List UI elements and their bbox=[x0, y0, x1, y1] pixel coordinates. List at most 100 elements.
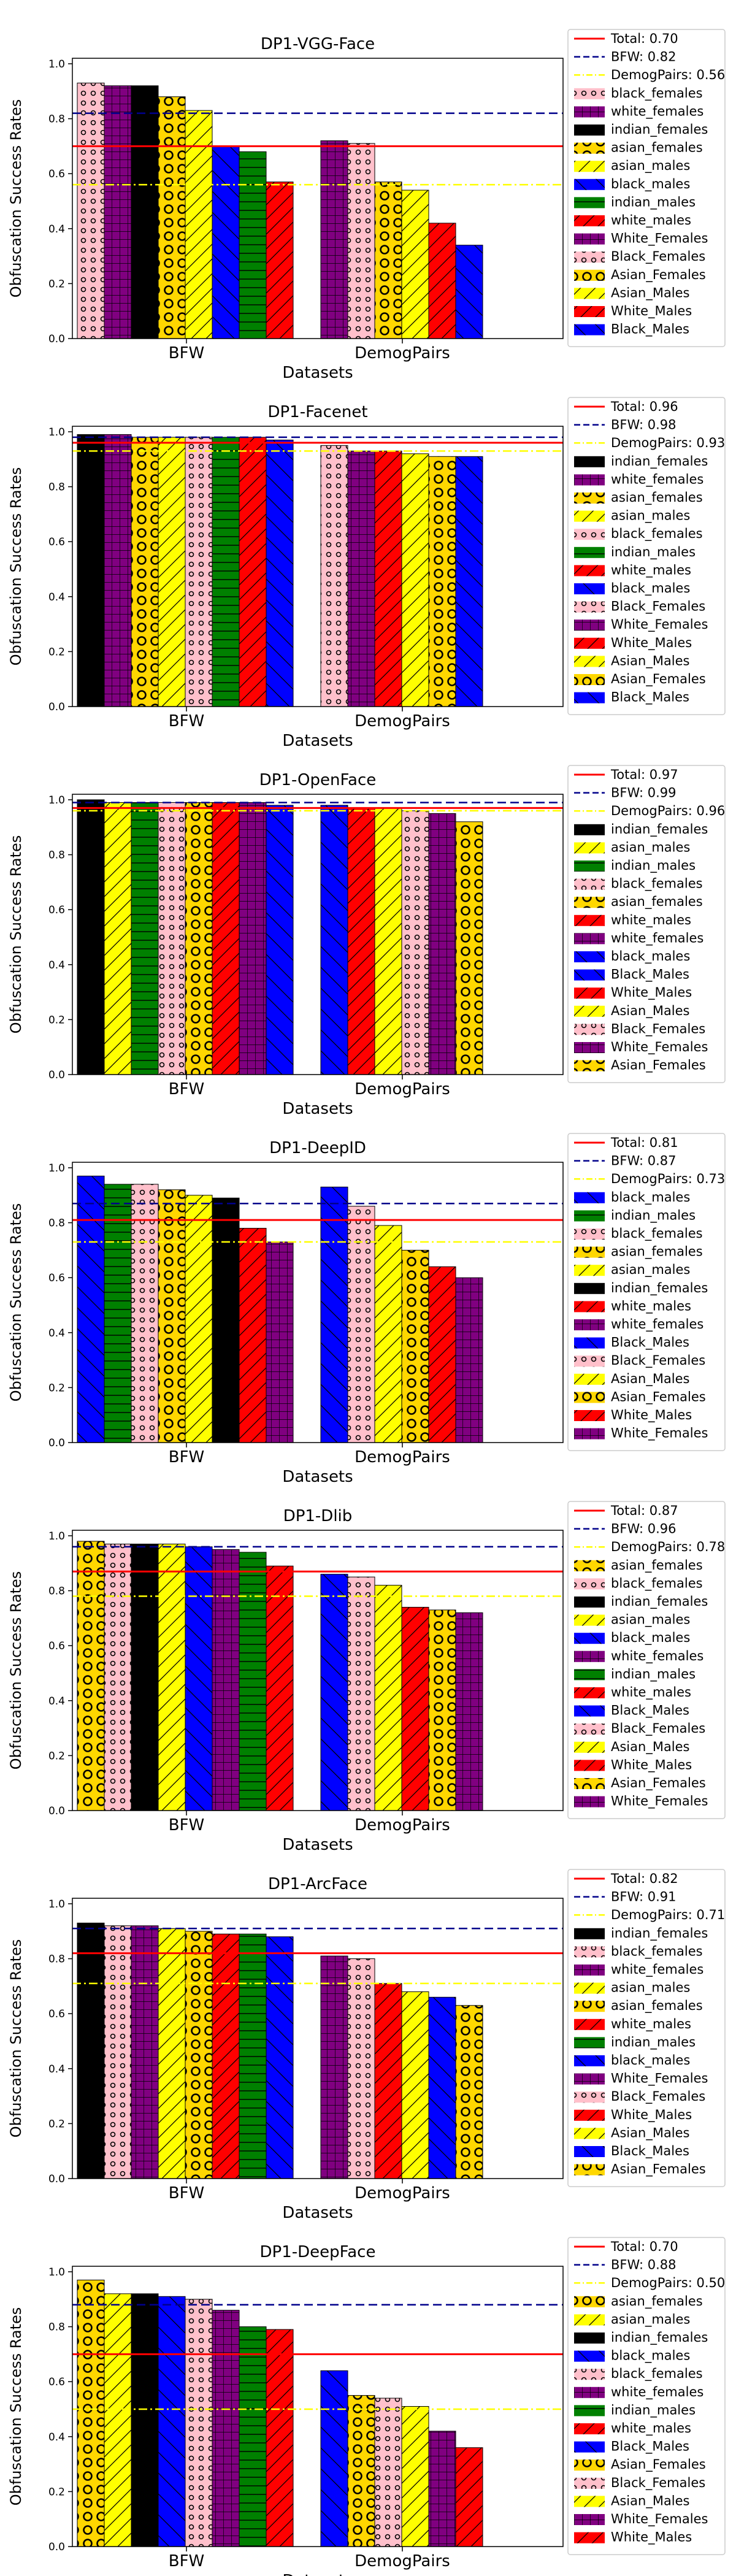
legend-swatch bbox=[574, 125, 605, 136]
y-tick-label: 0.0 bbox=[48, 1805, 65, 1817]
legend-swatch-hatch bbox=[574, 2037, 605, 2049]
legend-swatch-hatch bbox=[574, 546, 605, 558]
legend: Total: 0.81 BFW: 0.87 DemogPairs: 0.73 blac… bbox=[567, 1133, 726, 1451]
bar-hatch bbox=[348, 2395, 375, 2547]
bar-hatch bbox=[239, 802, 266, 1075]
y-tick-label: 0.4 bbox=[48, 1695, 65, 1708]
bar-white-females bbox=[320, 1955, 348, 2179]
legend-label: DemogPairs: 0.50 bbox=[611, 2275, 725, 2290]
legend-label: BFW: 0.96 bbox=[611, 1522, 677, 1536]
y-tick-label: 0.0 bbox=[48, 701, 65, 713]
bar-black-males bbox=[266, 1936, 294, 2179]
bar-black-males bbox=[320, 2370, 348, 2547]
legend: Total: 0.70 BFW: 0.88 DemogPairs: 0.50 asia… bbox=[567, 2237, 726, 2555]
legend: Total: 0.96 BFW: 0.98 DemogPairs: 0.93 indi… bbox=[567, 397, 726, 715]
legend-swatch-hatch bbox=[574, 1760, 605, 1771]
bar-asian-females bbox=[185, 802, 213, 1075]
bar-asian-males bbox=[158, 1543, 186, 1811]
bar-hatch bbox=[77, 1541, 104, 1811]
legend-label: white_females bbox=[611, 1962, 703, 1977]
legend-swatch-hatch bbox=[574, 878, 605, 890]
legend-label: White_Females bbox=[611, 231, 708, 247]
legend-swatch-hatch bbox=[574, 1042, 605, 1053]
bar-hatch bbox=[104, 85, 131, 339]
bar-hatch bbox=[456, 245, 483, 339]
legend-label: White_Females bbox=[611, 617, 708, 632]
y-tick-label: 0.6 bbox=[48, 1272, 65, 1284]
x-axis-label: Datasets bbox=[282, 1100, 353, 1118]
legend-swatch-hatch bbox=[574, 1946, 605, 1958]
legend-swatch-hatch bbox=[574, 583, 605, 594]
legend-swatch-hatch bbox=[574, 1723, 605, 1735]
legend-label: Black_Females bbox=[611, 599, 705, 615]
bar-white-males bbox=[455, 2447, 483, 2547]
legend-swatch-hatch bbox=[574, 1373, 605, 1385]
legend-label: indian_females bbox=[611, 822, 708, 837]
bar-asian-males bbox=[401, 453, 429, 707]
legend-label: asian_males bbox=[611, 2312, 690, 2327]
y-tick-label: 0.0 bbox=[48, 2541, 65, 2553]
bar-hatch bbox=[375, 182, 402, 339]
bar-hatch bbox=[131, 802, 158, 1075]
legend-label: indian_females bbox=[611, 1926, 708, 1941]
bar-white-males bbox=[266, 182, 294, 339]
plot-frame bbox=[72, 794, 564, 1075]
legend-label: black_females bbox=[611, 1944, 703, 1959]
legend-label: indian_females bbox=[611, 1594, 708, 1609]
bar-hatch bbox=[185, 437, 212, 707]
legend-swatch bbox=[574, 1597, 605, 1608]
x-axis-label: Datasets bbox=[282, 1468, 353, 1486]
y-tick-label: 0.4 bbox=[48, 2063, 65, 2076]
y-axis-label: Obfuscation Success Rates bbox=[7, 1571, 25, 1770]
y-tick-label: 1.0 bbox=[48, 1530, 65, 1543]
legend-swatch-hatch bbox=[574, 1428, 605, 1439]
bar-indian-males bbox=[104, 1184, 132, 1443]
y-tick-label: 0.6 bbox=[48, 904, 65, 916]
legend-label: Asian_Males bbox=[611, 1739, 690, 1755]
bar-hatch bbox=[212, 1549, 239, 1811]
bar-hatch bbox=[158, 2296, 185, 2547]
legend-swatch-hatch bbox=[574, 1578, 605, 1590]
bar-white-males bbox=[374, 1983, 402, 2179]
bar-hatch bbox=[348, 1577, 375, 1811]
legend-label: Asian_Males bbox=[611, 1003, 690, 1019]
chart-title: DP1-ArcFace bbox=[268, 1875, 367, 1893]
legend-label: Asian_Females bbox=[611, 1776, 706, 1791]
legend-label: asian_females bbox=[611, 140, 703, 156]
bar-hatch bbox=[348, 1958, 375, 2179]
legend-label: BFW: 0.82 bbox=[611, 50, 677, 64]
legend-label: black_females bbox=[611, 526, 703, 542]
legend-label: BFW: 0.91 bbox=[611, 1890, 677, 1904]
legend-box bbox=[567, 29, 726, 347]
legend-label: asian_males bbox=[611, 1262, 690, 1278]
legend-box bbox=[567, 1133, 726, 1451]
legend-swatch bbox=[574, 1282, 605, 1294]
bar-hatch bbox=[131, 1184, 158, 1443]
bar-fill bbox=[77, 799, 104, 1075]
bar-hatch bbox=[375, 2398, 402, 2547]
bar-black-females bbox=[347, 1576, 375, 1811]
bar-hatch bbox=[402, 810, 429, 1075]
bar-hatch bbox=[348, 451, 375, 707]
legend-swatch-hatch bbox=[574, 2514, 605, 2525]
legend-swatch-hatch bbox=[574, 1741, 605, 1753]
legend-label: black_females bbox=[611, 86, 703, 101]
bar-white-females bbox=[266, 1241, 294, 1443]
x-axis-label: Datasets bbox=[282, 2572, 353, 2576]
bar-hatch bbox=[185, 1546, 212, 1811]
bar-hatch bbox=[456, 2005, 483, 2179]
bar-asian-males bbox=[158, 1928, 186, 2179]
legend-label: white_females bbox=[611, 1649, 703, 1664]
legend-swatch-hatch bbox=[574, 1650, 605, 1662]
legend-swatch-hatch bbox=[574, 1560, 605, 1571]
bar-asian-females bbox=[455, 821, 483, 1075]
legend-box bbox=[567, 765, 726, 1083]
legend-label: Asian_Females bbox=[611, 2457, 706, 2472]
bar-indian-males bbox=[239, 1933, 267, 2179]
bar-asian-males bbox=[158, 437, 186, 707]
legend-swatch bbox=[574, 824, 605, 835]
bar-black-females bbox=[158, 802, 186, 1075]
x-tick-label: BFW bbox=[169, 2552, 205, 2570]
legend-swatch-hatch bbox=[574, 2091, 605, 2103]
legend-label: black_males bbox=[611, 949, 690, 964]
